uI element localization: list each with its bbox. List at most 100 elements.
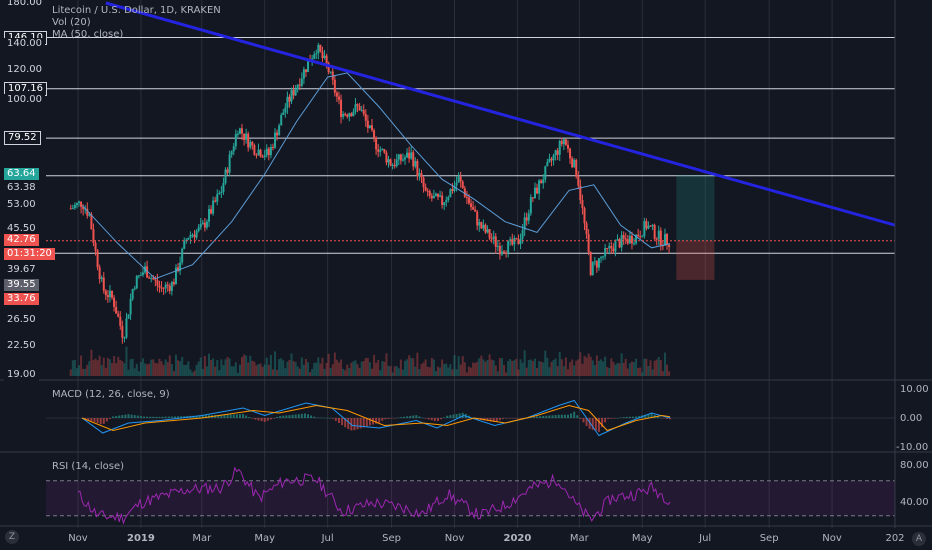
candle-body-146 [370,125,373,131]
volume-bar-124 [325,362,328,376]
candle-body-28 [127,314,130,319]
candle-body-140 [358,106,361,111]
candle-body-167 [414,160,417,167]
macd-hist-48 [229,414,232,418]
volume-bar-178 [437,366,440,376]
volume-bar-273 [633,362,636,376]
candle-body-101 [278,125,281,136]
candle-body-274 [635,234,638,244]
candle-body-35 [141,272,144,275]
horizontal-levels [46,37,895,254]
volume-bar-232 [548,367,551,376]
volume-bar-122 [321,357,324,376]
candle-body-54 [181,248,184,263]
volume-bar-175 [430,357,433,376]
candle-body-289 [666,234,669,245]
volume-bar-54 [181,356,184,376]
candle-body-200 [482,224,485,229]
candle-body-266 [618,239,621,248]
macd-hist-22 [149,416,152,418]
volume-bar-34 [139,361,142,376]
volume-bar-173 [426,366,429,376]
candle-body-221 [525,217,528,221]
candle-body-174 [428,191,431,196]
volume-bar-9 [88,361,91,376]
volume-bar-113 [302,364,305,376]
candle-body-149 [377,149,380,152]
volume-bar-36 [144,363,147,376]
rsi-legend[interactable]: RSI (14, close) [52,461,125,472]
time-tick-9: May [631,533,653,544]
macd-hist-57 [257,418,260,421]
price-label-9: 53.00 [4,199,39,211]
pane-separators[interactable] [0,0,932,528]
volume-bar-22 [115,363,118,376]
macd-hist-153 [554,415,557,418]
macd-tick-bottom: -10.00 [896,442,929,453]
candle-body-122 [321,51,324,59]
volume-bar-252 [589,356,592,376]
candle-body-113 [302,69,305,79]
volume-bar-234 [552,359,555,376]
zoom-toggle-icon[interactable]: Z [5,530,19,544]
candle-body-252 [589,252,592,275]
candle-body-202 [486,229,489,233]
vol-legend[interactable]: Vol (20) [52,17,91,28]
volume-bar-18 [106,357,109,376]
macd-hist-135 [498,418,501,421]
macd-hist-104 [402,416,405,418]
macd-hist-157 [566,414,569,418]
candle-body-108 [292,90,295,96]
ma-legend[interactable]: MA (50, close) [52,29,124,40]
candle-body-191 [463,188,466,197]
volume-bar-160 [399,359,402,376]
volume-bar-102 [280,358,283,376]
volume-bar-86 [247,362,250,376]
macd-hist-108 [415,415,418,418]
volume-bar-80 [234,362,237,376]
trendline[interactable] [105,1,896,227]
candle-body-207 [496,246,499,248]
macd-hist-119 [449,415,452,418]
macd-hist-123 [461,412,464,418]
volume-bar-44 [160,361,163,376]
volume-bar-156 [391,372,394,376]
auto-scale-icon[interactable]: A [912,532,926,546]
volume-bar-109 [294,362,297,376]
candle-body-201 [484,224,487,233]
candle-body-195 [472,207,475,210]
candle-body-173 [426,190,429,192]
macd-hist-93 [368,418,371,426]
macd-hist-54 [248,417,251,418]
volume-bar-188 [457,356,460,376]
macd-hist-47 [226,414,229,418]
candle-body-231 [546,161,549,167]
macd-hist-142 [520,418,523,419]
candle-body-248 [581,200,584,208]
volume-bar-182 [445,363,448,376]
candle-body-263 [612,248,615,252]
candle-body-283 [653,224,656,239]
volume-bar-194 [470,367,473,376]
macd-hist-114 [433,418,436,421]
macd-hist-176 [625,416,628,418]
candle-body-196 [474,209,477,212]
volume-bar-1 [71,360,74,376]
candle-body-97 [269,146,272,156]
volume-bar-75 [224,359,227,376]
candle-body-69 [212,200,215,214]
symbol-legend[interactable]: Litecoin / U.S. Dollar, 1D, KRAKEN Vol (… [52,5,221,41]
macd-hist-30 [173,416,176,418]
macd-hist-59 [263,418,266,422]
candle-body-258 [602,256,605,258]
candle-body-61 [195,230,198,238]
candle-body-124 [325,55,328,64]
volume-bar-85 [245,355,248,376]
candle-body-213 [509,239,512,241]
volume-bar-17 [104,367,107,376]
macd-hist-16 [130,414,133,418]
candle-body-199 [480,222,483,229]
volume-bar-181 [443,364,446,376]
macd-legend[interactable]: MACD (12, 26, close, 9) [52,389,170,400]
volume-bar-20 [111,363,114,376]
